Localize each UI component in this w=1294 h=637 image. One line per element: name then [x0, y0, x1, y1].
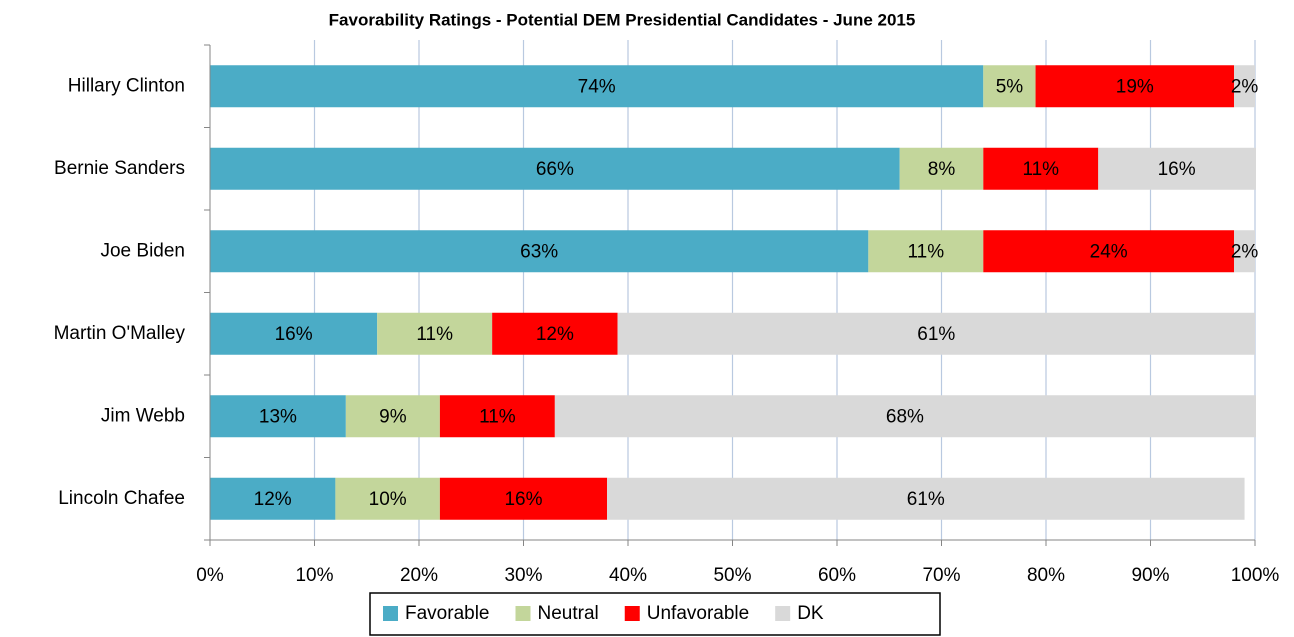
bar-segment	[983, 147, 1099, 190]
value-label: 9%	[379, 406, 407, 427]
legend-box	[369, 592, 941, 636]
y-tick-label: Lincoln Chafee	[58, 488, 185, 509]
bar-segment	[439, 477, 608, 520]
bar-segment	[439, 395, 555, 438]
bar-segment	[210, 65, 984, 108]
bar-segment	[1035, 65, 1235, 108]
bar-segment	[983, 65, 1036, 108]
y-tick-label: Hillary Clinton	[68, 75, 185, 96]
value-label: 61%	[917, 324, 955, 345]
value-label: 5%	[996, 76, 1024, 97]
bar-segment	[210, 477, 336, 520]
x-tick-label: 0%	[196, 565, 224, 586]
x-tick-label: 80%	[1027, 565, 1065, 586]
bar-segment	[492, 312, 618, 355]
value-label: 61%	[907, 489, 945, 510]
x-tick-label: 90%	[1131, 565, 1169, 586]
axes: 0% 10% 20% 30% 40% 50% 60% 70% 80% 90% 100%	[196, 44, 1280, 586]
x-tick-label: 40%	[609, 565, 647, 586]
bar-segment	[377, 312, 493, 355]
bar-segment	[210, 147, 900, 190]
legend-label: DK	[797, 603, 824, 624]
x-tick-label: 10%	[295, 565, 333, 586]
y-tick-label: Jim Webb	[101, 405, 185, 426]
bar-segment	[210, 312, 378, 355]
x-tick-label: 60%	[818, 565, 856, 586]
value-label: 11%	[416, 324, 453, 345]
x-tick-label: 20%	[400, 565, 438, 586]
value-label: 68%	[886, 406, 924, 427]
y-tick-label: Martin O'Malley	[54, 323, 186, 344]
bars	[210, 65, 1256, 520]
value-label: 11%	[1022, 159, 1059, 180]
value-label: 16%	[1158, 159, 1196, 180]
bar-segment	[607, 477, 1245, 520]
value-label: 66%	[536, 159, 574, 180]
bar-segment	[210, 230, 869, 273]
bar-segment	[1234, 65, 1255, 108]
y-tick-label: Joe Biden	[100, 240, 185, 261]
value-label: 2%	[1231, 76, 1259, 97]
legend-swatch	[775, 606, 791, 621]
legend-label: Neutral	[538, 603, 599, 624]
value-label: 11%	[908, 241, 945, 262]
value-label: 2%	[1231, 241, 1259, 262]
x-tick-label: 50%	[713, 565, 751, 586]
bar-segment	[899, 147, 984, 190]
value-label: 16%	[275, 324, 313, 345]
y-tick-label: Bernie Sanders	[54, 158, 185, 179]
x-tick-label: 70%	[922, 565, 960, 586]
value-label: 13%	[259, 406, 297, 427]
legend-swatch	[624, 606, 640, 621]
value-label: 12%	[254, 489, 292, 510]
legend-swatch	[515, 606, 531, 621]
bar-segment	[335, 477, 440, 520]
legend-label: Unfavorable	[647, 603, 749, 624]
bar-segment	[617, 312, 1255, 355]
bar-segment	[1234, 230, 1255, 273]
labels: Hillary Clinton 74% 5% 19% 2% Bernie Sanders 6…	[54, 75, 1259, 510]
x-tick-label: 100%	[1231, 565, 1280, 586]
value-label: 8%	[928, 159, 956, 180]
value-label: 19%	[1116, 76, 1154, 97]
value-label: 63%	[520, 241, 558, 262]
bar-segment	[210, 395, 346, 438]
value-label: 74%	[578, 76, 616, 97]
legend-label: Favorable	[405, 603, 490, 624]
value-label: 11%	[479, 406, 516, 427]
value-label: 10%	[369, 489, 407, 510]
chart-title: Favorability Ratings - Potential DEM Pre…	[329, 10, 916, 29]
bar-segment	[1098, 147, 1256, 190]
value-label: 16%	[504, 489, 542, 510]
grid	[313, 40, 1256, 540]
bar-segment	[345, 395, 440, 438]
bar-segment	[554, 395, 1256, 438]
legend-swatch	[383, 606, 398, 621]
bar-segment	[983, 230, 1235, 273]
x-tick-label: 30%	[504, 565, 542, 586]
value-label: 12%	[536, 324, 574, 345]
legend: Favorable Neutral Unfavorable DK	[383, 603, 824, 624]
bar-segment	[868, 230, 984, 273]
value-label: 24%	[1090, 241, 1128, 262]
